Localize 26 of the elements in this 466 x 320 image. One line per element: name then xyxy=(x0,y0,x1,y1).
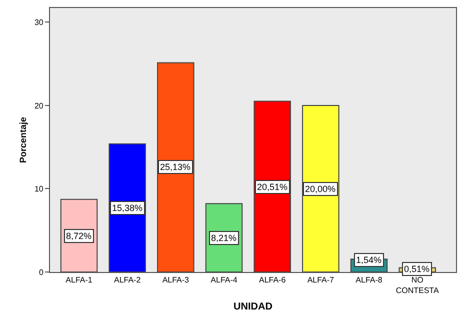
bar xyxy=(302,104,340,272)
x-tick-label: ALFA-6 xyxy=(258,276,286,285)
x-tick-label: ALFA-7 xyxy=(307,276,335,285)
x-tick-label: ALFA-2 xyxy=(114,276,142,285)
y-axis-title: Porcentaje xyxy=(18,116,28,164)
bar xyxy=(254,100,291,272)
x-tick-label: ALFA-1 xyxy=(66,276,93,285)
y-tick-label: 10 xyxy=(34,184,44,194)
data-label: 1,54% xyxy=(356,255,382,265)
bar xyxy=(157,62,194,272)
data-label: 0,51% xyxy=(404,264,430,274)
x-tick-label: ALFA-3 xyxy=(162,276,190,285)
x-tick-label: ALFA-4 xyxy=(210,276,238,285)
bar xyxy=(108,143,146,272)
data-label: 8,72% xyxy=(66,231,92,241)
data-label: 20,00% xyxy=(305,184,336,194)
data-label: 15,38% xyxy=(112,203,143,213)
y-tick-label: 20 xyxy=(34,101,44,110)
x-tick-label: ALFA-8 xyxy=(356,276,383,285)
x-axis-title: UNIDAD xyxy=(234,302,272,312)
y-tick-label: 30 xyxy=(34,18,44,27)
data-label: 25,13% xyxy=(160,162,191,172)
data-label: 8,21% xyxy=(211,233,237,243)
data-label: 20,51% xyxy=(257,182,288,192)
x-tick-label: NO CONTESTA xyxy=(396,276,440,295)
y-tick-label: 0 xyxy=(38,268,44,277)
